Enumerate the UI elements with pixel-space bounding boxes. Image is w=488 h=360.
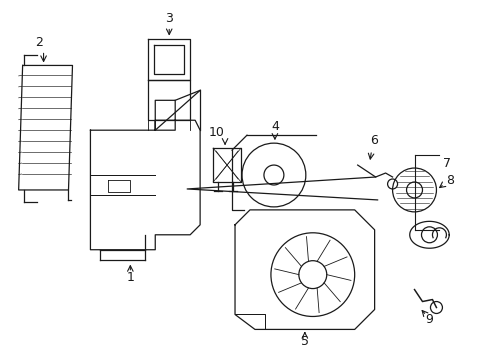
Text: 5: 5 xyxy=(300,335,308,348)
Text: 10: 10 xyxy=(209,126,224,139)
Text: 2: 2 xyxy=(35,36,42,49)
Text: 7: 7 xyxy=(443,157,450,170)
Text: 4: 4 xyxy=(270,120,278,133)
Text: 3: 3 xyxy=(165,12,173,25)
Text: 1: 1 xyxy=(126,271,134,284)
Text: 6: 6 xyxy=(369,134,377,147)
Text: 9: 9 xyxy=(425,313,432,326)
Text: 8: 8 xyxy=(446,174,453,186)
